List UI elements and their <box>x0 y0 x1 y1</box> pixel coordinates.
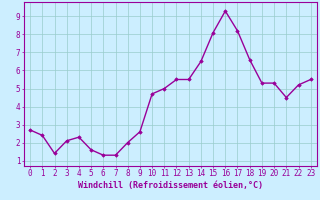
X-axis label: Windchill (Refroidissement éolien,°C): Windchill (Refroidissement éolien,°C) <box>78 181 263 190</box>
